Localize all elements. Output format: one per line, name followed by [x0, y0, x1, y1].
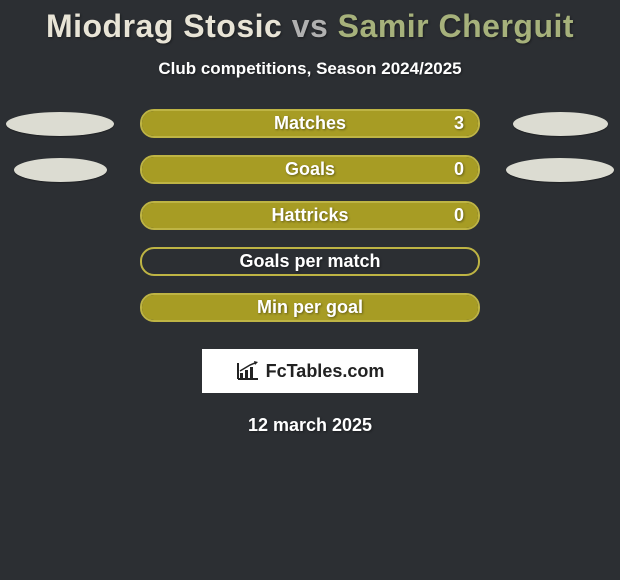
date-text: 12 march 2025	[0, 415, 620, 436]
comparison-card: Miodrag Stosic vs Samir Cherguit Club co…	[0, 0, 620, 580]
stat-row: Min per goal	[0, 293, 620, 322]
player2-name: Samir Cherguit	[338, 8, 574, 44]
stat-label: Matches	[142, 111, 478, 136]
left-ellipse	[6, 112, 114, 136]
player1-name: Miodrag Stosic	[46, 8, 282, 44]
stat-label: Min per goal	[142, 295, 478, 320]
stat-value: 3	[454, 111, 464, 136]
stat-label: Hattricks	[142, 203, 478, 228]
stat-value: 0	[454, 203, 464, 228]
stat-row: Goals per match	[0, 247, 620, 276]
title-vs: vs	[292, 8, 329, 44]
right-ellipse	[513, 112, 608, 136]
right-ellipse-slot	[500, 158, 620, 182]
stat-row: Goals0	[0, 155, 620, 184]
stat-bar: Matches3	[140, 109, 480, 138]
subtitle: Club competitions, Season 2024/2025	[0, 59, 620, 79]
stat-row: Hattricks0	[0, 201, 620, 230]
stat-row: Matches3	[0, 109, 620, 138]
stat-bar: Goals per match	[140, 247, 480, 276]
stat-label: Goals per match	[142, 249, 478, 274]
left-ellipse-slot	[0, 158, 120, 182]
right-ellipse	[506, 158, 614, 182]
branding-box: FcTables.com	[202, 349, 418, 393]
left-ellipse-slot	[0, 112, 120, 136]
right-ellipse-slot	[500, 112, 620, 136]
stat-bar: Goals0	[140, 155, 480, 184]
stat-bar: Min per goal	[140, 293, 480, 322]
stat-rows: Matches3Goals0Hattricks0Goals per matchM…	[0, 109, 620, 322]
branding-text: FcTables.com	[266, 361, 385, 382]
left-ellipse	[14, 158, 107, 182]
page-title: Miodrag Stosic vs Samir Cherguit	[0, 0, 620, 45]
stat-bar: Hattricks0	[140, 201, 480, 230]
branding-chart-icon	[236, 361, 260, 381]
stat-value: 0	[454, 157, 464, 182]
stat-label: Goals	[142, 157, 478, 182]
